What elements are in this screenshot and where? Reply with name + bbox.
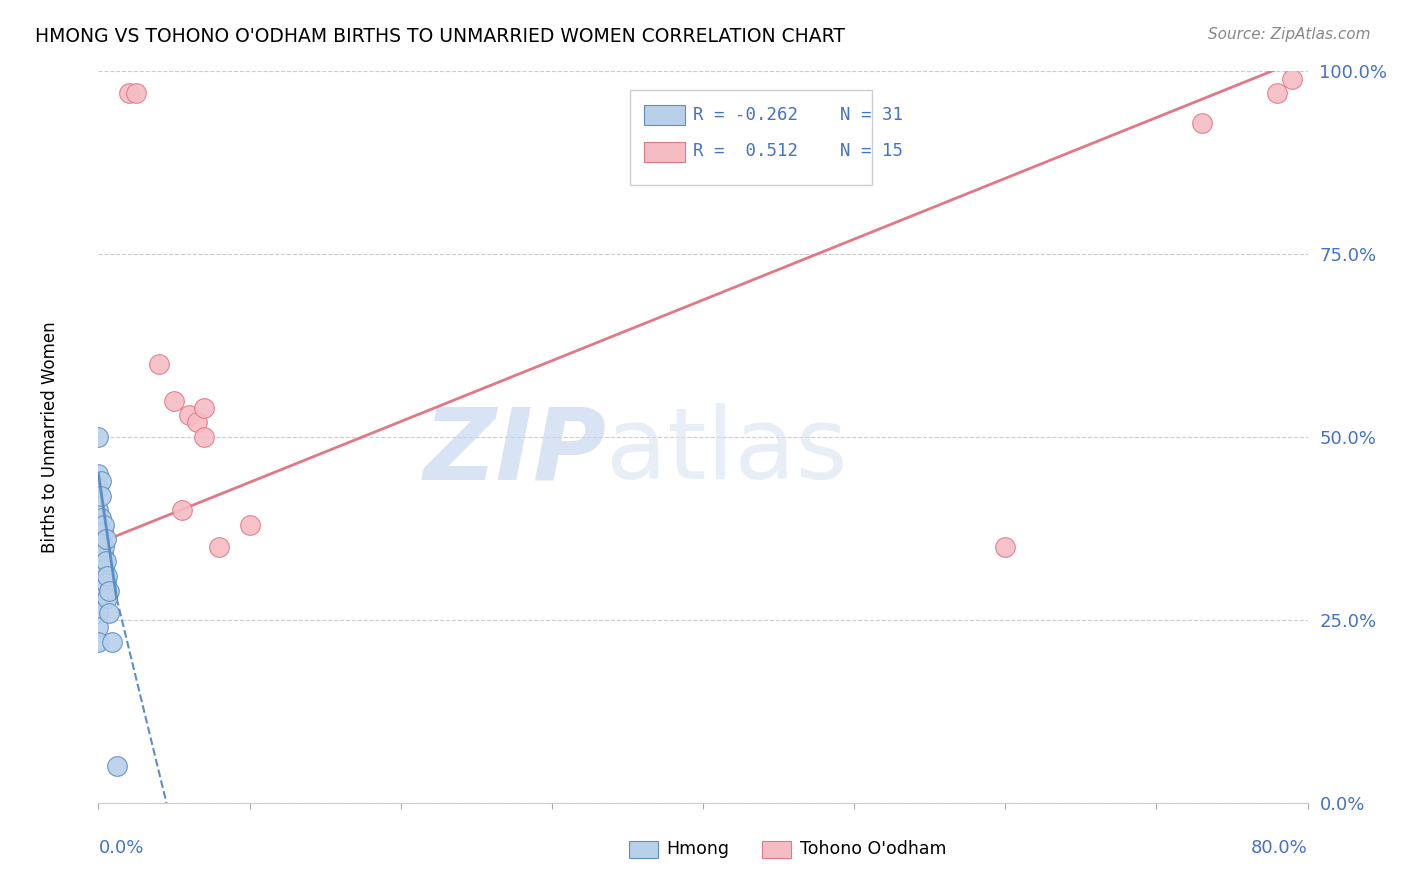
Point bbox=[93, 517, 115, 532]
Point bbox=[179, 408, 201, 422]
Text: HMONG VS TOHONO O'ODHAM BIRTHS TO UNMARRIED WOMEN CORRELATION CHART: HMONG VS TOHONO O'ODHAM BIRTHS TO UNMARR… bbox=[35, 27, 845, 45]
Point bbox=[101, 635, 124, 649]
Point bbox=[87, 620, 110, 634]
Point bbox=[186, 416, 208, 430]
Point bbox=[87, 562, 110, 576]
Point bbox=[193, 430, 215, 444]
Point bbox=[87, 481, 110, 495]
FancyBboxPatch shape bbox=[762, 841, 792, 858]
Point bbox=[118, 87, 141, 101]
Point bbox=[87, 430, 110, 444]
Point bbox=[87, 517, 110, 532]
Point bbox=[91, 525, 114, 540]
Point bbox=[87, 467, 110, 481]
Point bbox=[105, 759, 128, 773]
Point bbox=[994, 540, 1017, 554]
FancyBboxPatch shape bbox=[630, 841, 658, 858]
Point bbox=[87, 591, 110, 605]
Text: Source: ZipAtlas.com: Source: ZipAtlas.com bbox=[1208, 27, 1371, 42]
Point bbox=[96, 569, 118, 583]
Point bbox=[87, 576, 110, 591]
Point bbox=[90, 489, 112, 503]
Point bbox=[96, 591, 118, 605]
Point bbox=[208, 540, 231, 554]
Text: 0.0%: 0.0% bbox=[98, 839, 143, 857]
Point bbox=[90, 533, 112, 547]
Point bbox=[90, 474, 112, 488]
Point bbox=[93, 540, 115, 554]
Text: Tohono O'odham: Tohono O'odham bbox=[800, 840, 946, 858]
Text: ZIP: ZIP bbox=[423, 403, 606, 500]
Point bbox=[148, 357, 170, 371]
Point bbox=[1281, 71, 1303, 86]
Text: Births to Unmarried Women: Births to Unmarried Women bbox=[41, 321, 59, 553]
Point bbox=[1267, 87, 1289, 101]
Text: R =  0.512    N = 15: R = 0.512 N = 15 bbox=[693, 142, 903, 160]
Text: 80.0%: 80.0% bbox=[1251, 839, 1308, 857]
Point bbox=[98, 583, 121, 598]
Point bbox=[170, 503, 193, 517]
Text: Hmong: Hmong bbox=[666, 840, 730, 858]
Point bbox=[87, 635, 110, 649]
Point bbox=[94, 533, 117, 547]
Text: R = -0.262    N = 31: R = -0.262 N = 31 bbox=[693, 105, 903, 123]
Point bbox=[91, 547, 114, 561]
Point bbox=[125, 87, 148, 101]
Point bbox=[87, 547, 110, 561]
Point bbox=[93, 562, 115, 576]
FancyBboxPatch shape bbox=[644, 105, 685, 126]
Point bbox=[87, 503, 110, 517]
Point bbox=[90, 510, 112, 524]
Point bbox=[87, 533, 110, 547]
Point bbox=[163, 393, 186, 408]
FancyBboxPatch shape bbox=[630, 90, 872, 185]
Point bbox=[94, 554, 117, 568]
FancyBboxPatch shape bbox=[644, 142, 685, 162]
Text: atlas: atlas bbox=[606, 403, 848, 500]
Point bbox=[94, 576, 117, 591]
Point bbox=[98, 606, 121, 620]
Point bbox=[87, 606, 110, 620]
Point bbox=[1191, 115, 1213, 129]
Point bbox=[239, 517, 262, 532]
Point bbox=[193, 401, 215, 415]
